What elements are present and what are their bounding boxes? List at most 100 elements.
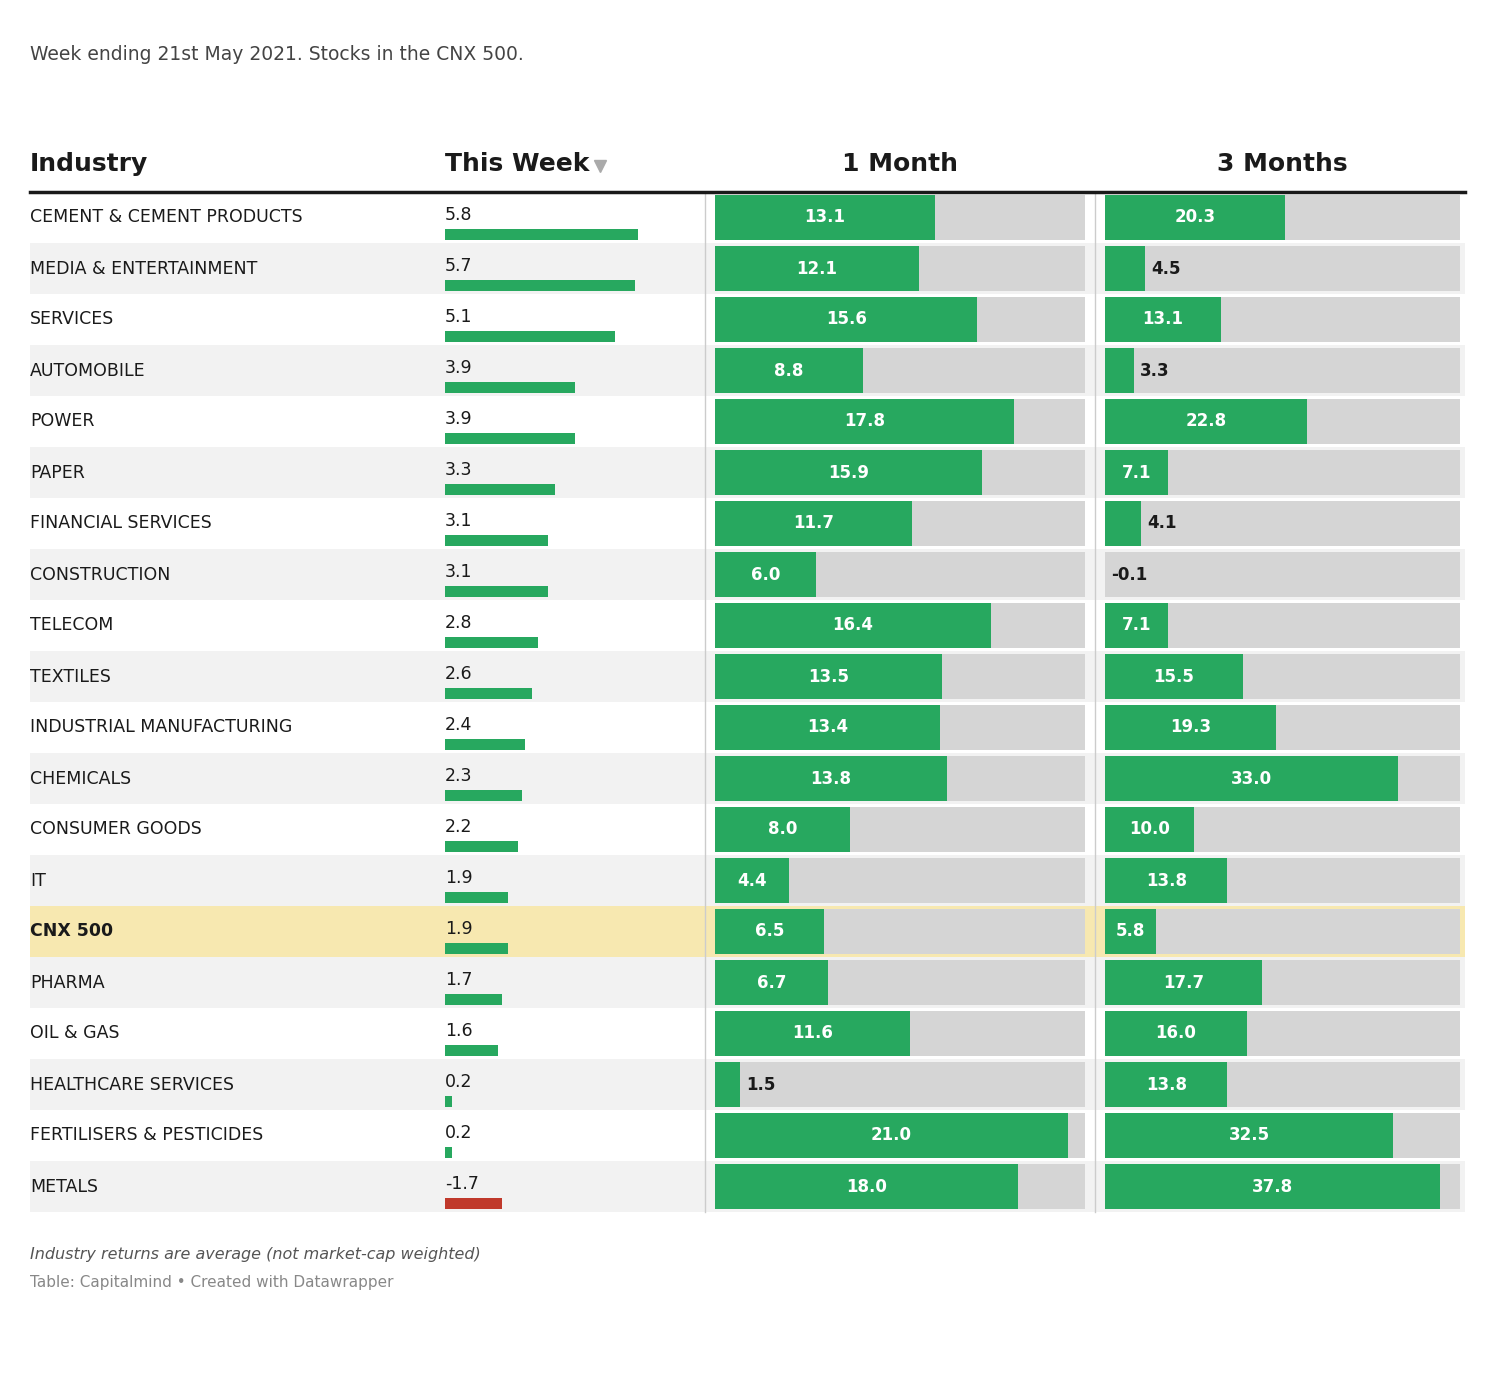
Text: Industry returns are average (not market-cap weighted): Industry returns are average (not market…: [30, 1247, 481, 1262]
Bar: [444, 790, 522, 801]
Text: 1.6: 1.6: [444, 1022, 473, 1040]
Bar: [30, 294, 1465, 344]
Bar: [715, 1011, 909, 1056]
Bar: [444, 994, 502, 1005]
Bar: [1106, 196, 1285, 240]
Text: 1.9: 1.9: [444, 921, 473, 938]
Text: 3.3: 3.3: [1140, 361, 1169, 379]
Bar: [715, 1011, 1085, 1056]
Bar: [1106, 1011, 1461, 1056]
Bar: [715, 960, 1085, 1005]
Bar: [1106, 451, 1461, 495]
Bar: [715, 757, 947, 801]
Text: CEMENT & CEMENT PRODUCTS: CEMENT & CEMENT PRODUCTS: [30, 208, 303, 226]
Text: 5.1: 5.1: [444, 309, 473, 327]
Bar: [715, 298, 1085, 342]
Bar: [715, 1062, 1085, 1107]
Bar: [715, 808, 1085, 852]
Bar: [715, 247, 918, 291]
Bar: [444, 688, 532, 699]
Text: 32.5: 32.5: [1229, 1126, 1269, 1145]
Text: 3 Months: 3 Months: [1217, 152, 1348, 176]
Bar: [444, 1045, 498, 1056]
Bar: [444, 1197, 502, 1209]
Bar: [1106, 298, 1461, 342]
Text: 1 Month: 1 Month: [843, 152, 958, 176]
Text: 13.5: 13.5: [808, 667, 849, 685]
Text: 3.9: 3.9: [444, 411, 473, 429]
Bar: [444, 382, 575, 393]
Bar: [1106, 1113, 1461, 1158]
Text: OIL & GAS: OIL & GAS: [30, 1024, 119, 1043]
Text: Week ending 21st May 2021. Stocks in the CNX 500.: Week ending 21st May 2021. Stocks in the…: [30, 45, 523, 63]
Text: 8.0: 8.0: [768, 820, 796, 838]
Text: 15.9: 15.9: [828, 463, 869, 481]
Text: 1.9: 1.9: [444, 870, 473, 887]
Text: 19.3: 19.3: [1169, 718, 1211, 736]
Bar: [30, 1007, 1465, 1060]
Bar: [1106, 858, 1461, 903]
Text: MEDIA & ENTERTAINMENT: MEDIA & ENTERTAINMENT: [30, 259, 257, 277]
Bar: [444, 943, 508, 954]
Bar: [444, 280, 635, 291]
Bar: [30, 192, 1465, 243]
Text: -0.1: -0.1: [1112, 565, 1147, 583]
Bar: [30, 752, 1465, 803]
Bar: [30, 905, 1465, 956]
Bar: [1106, 1062, 1461, 1107]
Text: METALS: METALS: [30, 1177, 98, 1196]
Bar: [715, 553, 816, 597]
Text: 4.1: 4.1: [1147, 514, 1177, 532]
Text: CHEMICALS: CHEMICALS: [30, 769, 131, 787]
Text: 13.4: 13.4: [807, 718, 849, 736]
Text: 13.8: 13.8: [810, 769, 851, 787]
Bar: [444, 1096, 452, 1107]
Bar: [715, 1113, 1068, 1158]
Text: PHARMA: PHARMA: [30, 973, 104, 992]
Bar: [715, 604, 991, 648]
Text: 10.0: 10.0: [1129, 820, 1169, 838]
Text: 1.7: 1.7: [444, 971, 473, 989]
Text: HEALTHCARE SERVICES: HEALTHCARE SERVICES: [30, 1075, 233, 1094]
Bar: [30, 344, 1465, 395]
Text: FERTILISERS & PESTICIDES: FERTILISERS & PESTICIDES: [30, 1126, 263, 1145]
Text: CONSUMER GOODS: CONSUMER GOODS: [30, 820, 202, 838]
Text: 4.4: 4.4: [737, 871, 767, 890]
Bar: [715, 757, 1085, 801]
Text: 21.0: 21.0: [871, 1126, 912, 1145]
Bar: [715, 247, 1085, 291]
Bar: [715, 808, 850, 852]
Text: 2.3: 2.3: [444, 768, 473, 785]
Text: 33.0: 33.0: [1230, 769, 1272, 787]
Bar: [30, 243, 1465, 294]
Bar: [715, 909, 825, 954]
Text: FINANCIAL SERVICES: FINANCIAL SERVICES: [30, 514, 211, 532]
Bar: [444, 586, 548, 597]
Text: 11.6: 11.6: [792, 1024, 834, 1043]
Text: 5.8: 5.8: [1116, 922, 1146, 941]
Text: SERVICES: SERVICES: [30, 310, 114, 328]
Text: TEXTILES: TEXTILES: [30, 667, 111, 685]
Bar: [30, 395, 1465, 446]
Text: 7.1: 7.1: [1122, 463, 1152, 481]
Bar: [1106, 909, 1156, 954]
Bar: [1106, 349, 1461, 393]
Bar: [1106, 706, 1276, 750]
Bar: [30, 1162, 1465, 1213]
Bar: [444, 637, 538, 648]
Bar: [715, 400, 1015, 444]
Bar: [1106, 553, 1461, 597]
Bar: [444, 229, 639, 240]
Bar: [715, 451, 982, 495]
Text: 13.1: 13.1: [804, 208, 846, 226]
Bar: [1106, 757, 1398, 801]
Bar: [444, 841, 519, 852]
Bar: [30, 854, 1465, 905]
Bar: [715, 349, 863, 393]
Bar: [30, 650, 1465, 701]
Bar: [715, 706, 941, 750]
Bar: [1106, 858, 1227, 903]
Bar: [1106, 400, 1308, 444]
Bar: [444, 892, 508, 903]
Bar: [1106, 196, 1461, 240]
